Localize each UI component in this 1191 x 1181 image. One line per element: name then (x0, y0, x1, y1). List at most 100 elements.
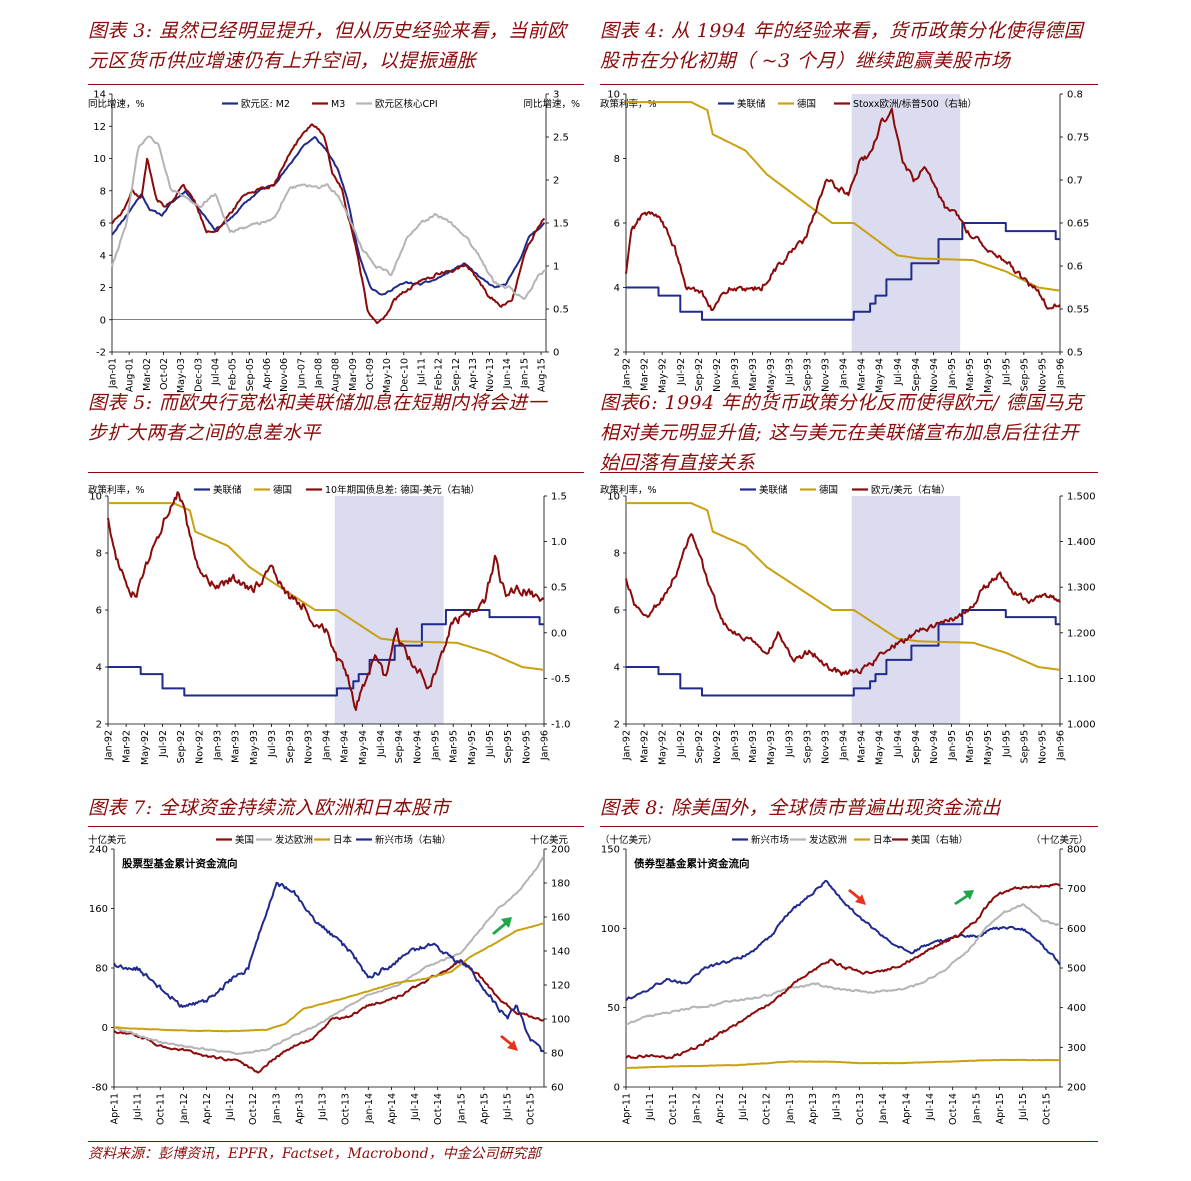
figure-title-line: 步扩大两者之间的息差水平 (88, 422, 321, 444)
x-tick-label: May-94 (358, 730, 369, 765)
x-tick-label: Apr-12 (715, 1093, 726, 1124)
x-tick-label: Oct-11 (156, 1093, 167, 1125)
x-tick-label: Mar-95 (965, 730, 976, 763)
figure-title: 图表 4: 从 1994 年的经验来看，货币政策分化使得德国 股市在分化初期（ … (600, 16, 1098, 76)
y2-tick-label: 0.5 (551, 583, 567, 594)
x-tick-label: Mar-95 (449, 730, 460, 763)
x-tick-label: Jan-13 (785, 1093, 796, 1124)
x-tick-label: Jan-96 (1056, 358, 1067, 389)
y2-tick-label: 140 (551, 947, 570, 958)
x-tick-label: Jul-92 (676, 358, 687, 386)
series-line (113, 922, 545, 1033)
x-tick-label: Jan-08 (313, 358, 324, 389)
y-tick-label: 4 (100, 251, 106, 262)
x-tick-label: May-92 (658, 358, 669, 393)
y2-tick-label: 0.7 (1067, 176, 1083, 187)
y2-tick-label: -0.5 (551, 674, 571, 685)
y-tick-label: 160 (89, 904, 108, 915)
series-line (111, 135, 546, 300)
series-line (625, 107, 1061, 311)
y2-tick-label: 1 (553, 262, 559, 273)
x-tick-label: Nov-94 (412, 730, 423, 764)
x-tick-label: Nov-94 (929, 730, 940, 764)
x-tick-label: May-92 (140, 730, 151, 765)
x-tick-label: Jul-13 (318, 1093, 329, 1121)
y-axis-title: 十亿美元 (88, 834, 127, 846)
series-line (625, 879, 1061, 1002)
x-tick-label: Jan-92 (622, 730, 633, 761)
x-tick-label: Sep-95 (1019, 730, 1030, 763)
chart-annotation: 债券型基金累计资金流向 (634, 857, 750, 870)
x-tick-label: Jan-12 (692, 1093, 703, 1124)
y2-axis-title: 十亿美元 (530, 834, 569, 846)
x-tick-label: Jul-95 (1001, 358, 1012, 386)
x-tick-label: Jun-07 (296, 358, 307, 389)
source-note: 资料来源：彭博资讯，EPFR，Factset，Macrobond，中金公司研究部 (88, 1146, 541, 1162)
x-tick-label: Nov-93 (303, 730, 314, 764)
series-line (626, 903, 1061, 1026)
x-tick-label: Jul-13 (832, 1093, 843, 1121)
figure-title-line: 图表6: 1994 年的货币政策分化反而使得欧元/ 德国马克 (600, 392, 1084, 414)
y2-tick-label: -1.0 (551, 720, 571, 731)
y2-tick-label: 1.5 (553, 219, 569, 230)
legend-label: 欧元区核心CPI (375, 98, 438, 110)
x-tick-label: Jan-15 (972, 1093, 983, 1124)
legend-label: 新兴市场（右轴） (375, 834, 451, 846)
series-line (625, 533, 1061, 677)
series-line (626, 502, 1061, 671)
x-tick-label: Sep-92 (176, 730, 187, 763)
x-tick-label: Nov-06 (279, 358, 290, 392)
x-tick-label: Mar-92 (640, 730, 651, 763)
figure-title: 图表 8: 除美国外，全球债市普遍出现资金流出 (600, 793, 1098, 823)
x-tick-label: Apr-14 (902, 1093, 913, 1124)
x-tick-label: Dec-10 (399, 358, 410, 392)
x-tick-label: May-94 (875, 730, 886, 765)
y2-tick-label: 120 (551, 981, 570, 992)
x-tick-label: Sep-94 (394, 730, 405, 763)
figure-title-line: 股市在分化初期（ ~3 个月）继续跑赢美股市场 (600, 50, 1011, 72)
chart-bond-spread: 2 4 6 8 10 -1.0 -0.5 0.0 0.5 1.0 1.5 Jan-92 Mar-92 Ma… (88, 484, 571, 765)
x-tick-label: Jan-13 (271, 1093, 282, 1124)
x-tick-label: Jan-94 (839, 730, 850, 761)
figure-title: 图表 5: 而欧央行宽松和美联储加息在短期内将会进一 步扩大两者之间的息差水平 (88, 388, 584, 448)
series-line (625, 882, 1061, 1060)
y-axis-title: 政策利率，% (600, 98, 657, 110)
x-tick-label: Jul-15 (1018, 1093, 1029, 1121)
x-tick-label: Jan-12 (179, 1093, 190, 1124)
x-tick-label: Jul-14 (925, 1093, 936, 1121)
x-tick-label: Jan-96 (1056, 730, 1067, 761)
x-tick-label: Jul-12 (225, 1093, 236, 1121)
footer-rule (88, 1141, 1098, 1142)
y2-tick-label: 0.5 (553, 305, 569, 316)
y2-tick-label: 200 (551, 845, 570, 856)
x-tick-label: Nov-95 (1037, 730, 1048, 764)
y2-tick-label: 200 (1067, 1083, 1086, 1094)
down-arrow-icon (848, 889, 866, 905)
x-tick-label: Apr-15 (479, 1093, 490, 1124)
y-tick-label: 2 (100, 283, 106, 294)
y2-tick-label: 0.5 (1067, 348, 1083, 359)
x-tick-label: May-93 (766, 730, 777, 765)
x-tick-label: Nov-13 (485, 358, 496, 392)
x-tick-label: Nov-92 (194, 730, 205, 764)
x-tick-label: Apr-06 (262, 358, 273, 389)
y-tick-label: 8 (614, 549, 620, 560)
legend-label: M3 (331, 99, 345, 110)
y2-tick-label: 1.100 (1067, 674, 1096, 685)
y2-axis-title: （十亿美元） (1031, 834, 1088, 846)
x-tick-label: Mar-93 (748, 730, 759, 763)
x-tick-label: May-95 (983, 730, 994, 765)
x-tick-label: Feb-12 (434, 358, 445, 390)
figure-title-line: 图表 5: 而欧央行宽松和美联储加息在短期内将会进一 (88, 392, 547, 414)
y-tick-label: 4 (96, 663, 102, 674)
legend-label: 德国 (819, 484, 838, 496)
legend-label: Stoxx欧洲/标普500（右轴） (853, 98, 977, 110)
y-axis-title: 政策利率，% (600, 484, 657, 496)
y2-tick-label: 1.300 (1067, 583, 1096, 594)
x-tick-label: Nov-95 (1037, 358, 1048, 392)
x-tick-label: Sep-12 (451, 358, 462, 391)
series-line (113, 959, 545, 1074)
series-line (626, 101, 1061, 292)
x-tick-label: Jul-14 (410, 1093, 421, 1121)
x-tick-label: Jul-95 (1001, 730, 1012, 758)
